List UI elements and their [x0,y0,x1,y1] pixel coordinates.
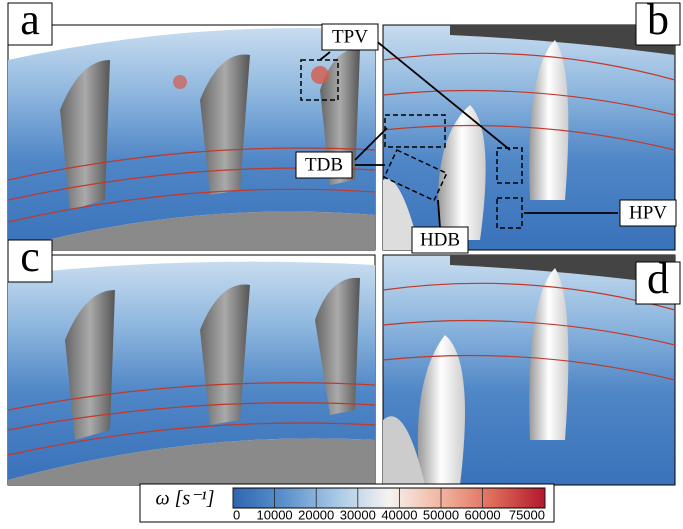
annotation: TDB [305,154,343,175]
panel-c [8,255,375,485]
colorbar-tick-label: 30000 [340,507,376,522]
colorbar-tick-label: 50000 [423,507,459,522]
annotation: HDB [420,229,460,250]
annotation: HPV [629,202,667,223]
annotation: TPV [332,26,368,47]
panel-label: d [647,254,669,303]
colorbar-label: ω [s⁻¹] [155,488,214,510]
panel-d [383,255,675,485]
colorbar-tick-label: 20000 [298,507,334,522]
figure: a b c d TPV TDB HDB HPV ω [s⁻¹] 0 10000 20… [0,0,683,524]
panel-label: b [647,0,669,44]
colorbar-tick-label: 10000 [257,507,293,522]
colorbar-tick-label: 60000 [465,507,501,522]
panel-label: a [20,0,40,44]
colorbar-tick-label: 40000 [381,507,417,522]
colorbar-tick-label: 0 [233,507,240,522]
panel-a [8,25,375,250]
panel-label: c [20,232,40,281]
colorbar-tick-label: 75000 [509,507,545,522]
colorbar [233,488,545,508]
